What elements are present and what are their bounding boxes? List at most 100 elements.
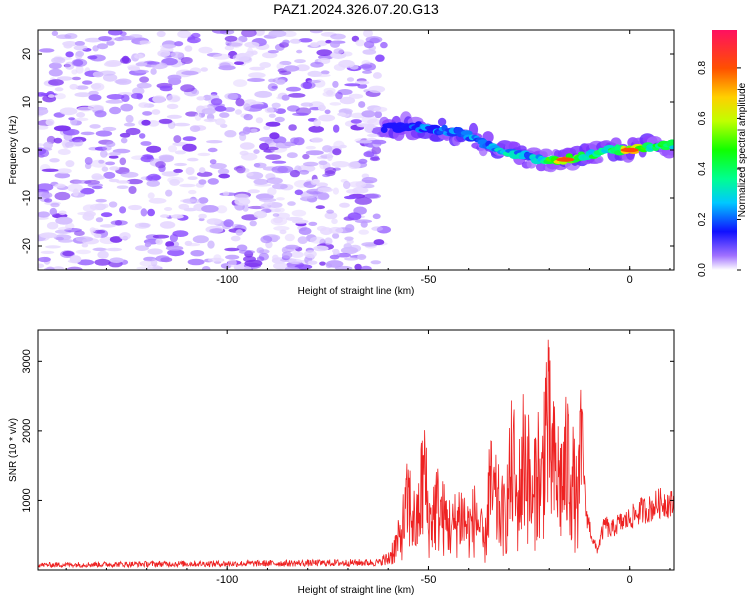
noise-blob — [276, 63, 285, 70]
noise-blob — [116, 185, 129, 189]
noise-blob — [292, 219, 309, 224]
noise-blob — [155, 161, 166, 169]
noise-blob — [119, 232, 131, 240]
noise-blob — [54, 191, 71, 201]
noise-blob — [215, 118, 226, 126]
noise-blob — [333, 48, 345, 55]
noise-blob — [248, 72, 266, 79]
noise-blob — [145, 175, 153, 181]
noise-blob — [225, 254, 240, 260]
noise-blob — [247, 78, 265, 82]
noise-blob — [326, 152, 333, 162]
noise-blob — [194, 113, 202, 121]
noise-blob — [307, 79, 321, 84]
noise-blob — [254, 90, 273, 98]
noise-blob — [56, 168, 72, 174]
noise-blob — [48, 68, 63, 77]
noise-blob — [136, 266, 155, 270]
snr-series-line — [38, 339, 674, 569]
noise-blob — [156, 30, 166, 38]
noise-blob — [302, 153, 310, 160]
noise-blob — [141, 119, 151, 126]
noise-blob — [374, 110, 383, 119]
noise-blob — [290, 251, 304, 258]
noise-blob — [367, 133, 379, 138]
noise-blob — [249, 220, 257, 227]
noise-blob — [316, 49, 333, 56]
y-tick-label: 20 — [21, 48, 33, 60]
y-tick-label: 1000 — [21, 488, 33, 512]
noise-blob — [99, 224, 116, 228]
noise-blob — [80, 187, 95, 195]
noise-blob — [337, 112, 347, 117]
noise-blob — [94, 258, 111, 266]
noise-blob — [147, 208, 156, 217]
noise-blob — [77, 259, 95, 266]
noise-blob — [348, 93, 364, 99]
signal-halo-blob — [539, 148, 553, 157]
noise-blob — [317, 104, 326, 112]
figure-title: PAZ1.2024.326.07.20.G13 — [273, 1, 439, 17]
noise-blob — [103, 61, 121, 67]
noise-blob — [275, 79, 286, 85]
noise-blob — [173, 122, 191, 127]
noise-blob — [82, 204, 96, 212]
noise-blob — [106, 247, 122, 252]
noise-blob — [200, 67, 208, 72]
noise-blob — [348, 161, 361, 170]
noise-blob — [150, 68, 157, 75]
noise-blob — [45, 118, 55, 126]
noise-blob — [246, 172, 254, 177]
snr-x-ticks: -100 -50 0 — [65, 330, 671, 586]
noise-blob — [140, 141, 152, 146]
noise-blob — [272, 183, 288, 190]
noise-blob — [336, 252, 351, 258]
noise-blob — [354, 197, 372, 205]
noise-blob — [332, 233, 340, 239]
noise-blob — [357, 254, 367, 260]
noise-blob — [58, 210, 67, 216]
colorbar-gradient — [712, 30, 737, 270]
noise-blob — [207, 178, 219, 185]
noise-blob — [210, 98, 223, 106]
colorbar-ticks: 0.0 0.2 0.4 0.6 0.8 — [697, 61, 741, 277]
noise-blob — [309, 236, 325, 244]
noise-blob — [55, 216, 73, 225]
noise-blob — [128, 186, 137, 194]
noise-blob — [287, 201, 296, 206]
noise-blob — [272, 254, 279, 261]
noise-blob — [152, 234, 170, 239]
noise-blob — [76, 112, 86, 118]
noise-blob — [102, 203, 109, 209]
noise-blob — [152, 95, 166, 104]
noise-blob — [89, 124, 101, 129]
noise-blob — [259, 62, 272, 68]
colorbar: 0.0 0.2 0.4 0.6 0.8 Normalized spectral ampl… — [697, 30, 748, 277]
noise-blob — [313, 73, 331, 78]
noise-blob — [54, 172, 71, 179]
noise-blob — [206, 218, 222, 225]
noise-blob — [375, 54, 385, 62]
noise-blob — [308, 125, 325, 133]
noise-blob — [230, 235, 241, 242]
noise-blob — [151, 109, 161, 115]
noise-blob — [201, 266, 211, 270]
noise-blob — [253, 178, 269, 185]
noise-blob — [235, 98, 245, 107]
noise-blob — [309, 30, 323, 34]
noise-blob — [94, 110, 107, 118]
noise-blob — [65, 160, 75, 168]
noise-blob — [325, 39, 332, 44]
noise-blob — [56, 76, 73, 81]
noise-blob — [326, 209, 334, 214]
noise-blob — [108, 178, 120, 183]
signal-core-blob — [667, 139, 674, 146]
noise-blob — [289, 38, 302, 44]
noise-blob — [48, 62, 62, 70]
noise-blob — [97, 250, 109, 259]
noise-blob — [165, 189, 173, 197]
noise-blob — [288, 124, 297, 131]
noise-blob — [106, 40, 115, 46]
noise-blob — [53, 125, 71, 132]
